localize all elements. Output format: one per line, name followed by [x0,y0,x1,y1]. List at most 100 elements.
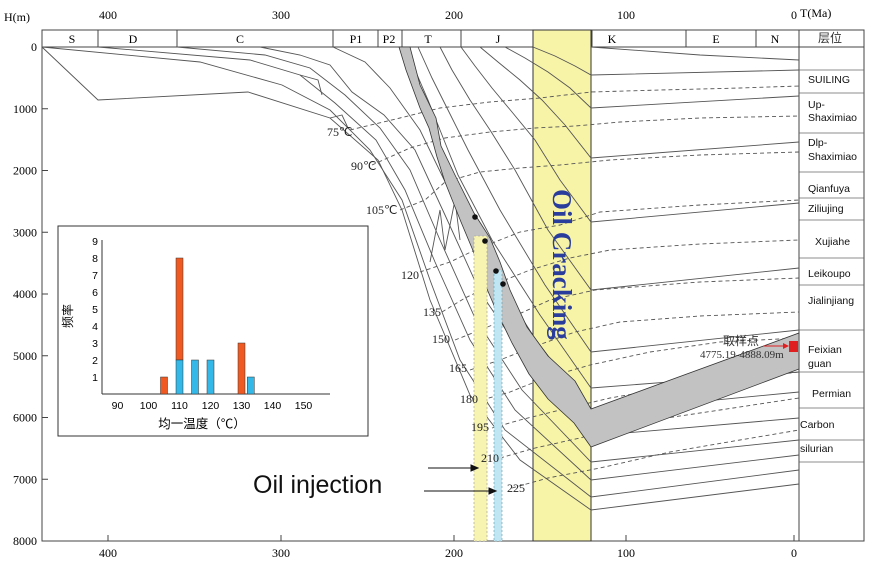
inclusion-point [493,268,499,274]
isotherm-curve [371,115,800,166]
stratum-silurian: silurian [800,443,833,455]
stratum-carbon: Carbon [800,419,835,431]
depth-tick-label: 4000 [13,287,37,301]
burial-curve [299,74,323,96]
strata-labels: SUILING Up- Shaximiao Dlp- Shaximiao Qia… [800,74,857,455]
burial-curve [41,46,800,511]
histogram-bar-orange [237,342,246,395]
depth-tick-label: 3000 [13,225,37,239]
plot-frame [41,29,865,542]
burial-curve [429,199,461,263]
arrowhead [783,343,789,349]
period-p2: P2 [383,32,396,46]
histogram-y-tick: 4 [92,321,98,333]
inclusion-point [482,238,488,244]
burial-curve [532,46,800,76]
histogram-y-label: 频率 [60,304,75,328]
burial-curve [329,114,349,129]
burial-curve [97,46,800,481]
depth-tick-label: 7000 [13,472,37,486]
oil-cracking-window [532,29,592,542]
inclusion-strip-yellow [473,235,488,542]
period-d: D [129,32,138,46]
histogram-x-tick: 110 [171,400,188,412]
age-tick-label: 100 [617,8,635,22]
burial-curve [479,46,800,159]
histogram-bar-orange [175,257,184,361]
inclusion-point [500,281,506,287]
histogram-x-tick: 120 [202,400,220,412]
depth-tick-label: 2000 [13,164,37,178]
age-tick-label: 300 [272,546,290,560]
homogenization-temperature-histogram: 1 2 3 4 5 6 7 8 9 90 100 110 120 130 140 150 频率 均一温度（℃… [57,225,369,437]
stratum-jialinjiang: Jialinjiang [808,295,854,307]
histogram-x-tick: 150 [295,400,313,412]
y-axis-title: H(m) [4,10,30,24]
arrowhead [470,464,480,472]
stratum-leikoupo: Leikoupo [808,268,851,280]
histogram-y-tick: 5 [92,304,98,316]
histogram-bars [160,257,255,395]
age-tick-label: 0 [791,546,797,560]
isotherm-label: 105℃ [366,203,397,217]
oil-cracking-label: Oil Cracking [547,189,577,340]
isotherm-label: 225 [507,481,525,495]
stratum-xujiahe: Xujiahe [815,236,850,248]
x-axis-title: T(Ma) [800,6,831,20]
age-tick-label: 200 [445,546,463,560]
sample-label: 取样点 [723,333,759,348]
histogram-y-tick: 7 [92,270,98,282]
stratum-feixianguan-2: guan [808,358,832,370]
age-tick-label: 400 [99,8,117,22]
depth-tick-label: 5000 [13,349,37,363]
isotherm-curve [511,429,800,489]
depth-tick-label: 8000 [13,534,37,548]
stratum-qianfuya: Qianfuya [808,183,850,195]
burial-curve [439,46,800,291]
histogram-y-tick: 9 [92,236,98,248]
burial-curve [504,46,800,109]
burial-curve [401,46,800,389]
histogram-x-label: 均一温度（℃） [158,416,246,431]
isotherm-curve [399,151,800,211]
period-labels: S D C P1 P2 T J K E N 层位 [69,30,842,46]
period-s: S [69,32,76,46]
burial-curve [176,46,800,463]
histogram-frame [57,225,369,437]
stratum-permian: Permian [812,388,851,400]
isotherm-curve [481,337,800,401]
age-tick-label: 400 [99,546,117,560]
stratum-suiling: SUILING [808,74,850,86]
histogram-bar-blue [206,359,215,395]
strata-header: 层位 [818,30,842,45]
depth-tick-label: 1000 [13,102,37,116]
histogram-bar-blue [175,359,184,395]
histogram-bar-orange [160,376,168,395]
arrowhead [488,487,498,495]
burial-curve [460,46,800,223]
histogram-y-tick: 8 [92,253,98,265]
histogram-bar-blue [191,359,199,395]
isotherm-label: 135 [423,305,441,319]
isotherm-curve [454,277,800,341]
isotherm-label: 195 [471,420,489,434]
isotherm-curve [441,239,800,313]
histogram-y-tick: 6 [92,287,98,299]
period-t: T [424,32,432,46]
depth-tick-labels: 0 1000 2000 3000 4000 5000 6000 7000 8000 [13,40,48,548]
histogram-x-tick: 140 [264,400,282,412]
oil-injection-arrows [424,464,498,495]
isotherm-curve [419,199,800,273]
isotherm-curves [349,85,800,489]
period-e: E [712,32,719,46]
age-tick-labels-top: 400 300 200 100 0 [99,8,797,22]
sample-depth: 4775.19-4888.09m [700,349,784,361]
burial-curve [41,46,800,498]
stratum-dlp-shaximiao-1: Dlp- [808,137,828,149]
age-tick-label: 200 [445,8,463,22]
isotherm-label: 150 [432,332,450,346]
histogram-x-ticks: 90 100 110 120 130 140 150 [112,400,313,412]
depth-tick-label: 6000 [13,411,37,425]
inclusion-points [472,214,506,287]
